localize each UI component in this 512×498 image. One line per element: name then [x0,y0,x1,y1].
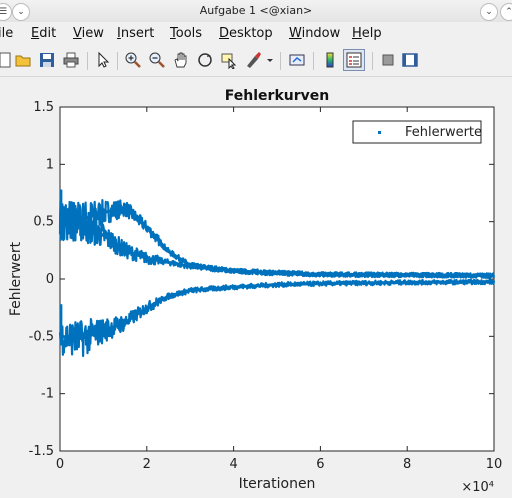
window-titlebar: ☰ ⌄ Aufgabe 1 <@xian> ⌄ ⌃ [0,0,512,23]
show-plot-tools-icon[interactable] [401,51,419,69]
new-figure-icon[interactable] [0,51,14,69]
y-tick-label: 0.5 [33,215,54,230]
menu-icon: ☰ [0,7,8,17]
menu-ile[interactable]: ile [0,26,14,41]
y-tick-label: -1 [41,387,54,402]
menu-desktop[interactable]: Desktop [219,26,273,41]
legend-box[interactable] [352,120,482,144]
toolbar-separator [117,52,118,70]
plot-area[interactable] [59,106,495,452]
legend-icon[interactable] [343,49,365,71]
toolbar-separator [87,52,88,70]
toolbar-separator [313,52,314,70]
x-axis-multiplier: ×10⁴ [461,480,494,495]
window-sticky-button[interactable]: ⌄ [12,3,30,21]
series-trend-lower [59,280,495,341]
x-tick-label: 8 [403,457,411,472]
plot-svg: 0 2 4 6 8 10 1.5 1 0.5 0 -0.5 -1 -1.5 Fehlerkurven Ite… [8,88,503,495]
menu-bar: ile Edit View Insert Tools Desktop Window Help [0,22,512,44]
open-file-icon[interactable] [14,51,32,69]
chart-title: Fehlerkurven [225,88,329,104]
legend-entry: Fehlerwerte [405,125,482,140]
data-cursor-icon[interactable] [220,51,238,69]
y-tick-label: 1 [46,157,54,172]
print-icon[interactable] [62,51,80,69]
toolbar-separator [372,52,373,70]
link-plot-icon[interactable] [288,51,306,69]
chevron-up-icon: ⌃ [505,7,512,17]
edit-plot-arrow-icon[interactable] [94,51,112,69]
x-tick-label: 6 [316,457,324,472]
chevron-down-icon: ⌄ [17,7,25,17]
save-icon[interactable] [38,51,56,69]
x-tick-label: 4 [229,457,237,472]
x-tick-label: 10 [486,457,503,472]
figure-canvas: 0 2 4 6 8 10 1.5 1 0.5 0 -0.5 -1 -1.5 Fehlerkurven Ite… [0,77,512,498]
figure-toolbar [0,46,512,77]
brush-icon[interactable] [244,51,262,69]
data-series-upper-low [58,203,496,279]
y-tick-label: -0.5 [29,329,54,344]
hide-plot-tools-icon[interactable] [379,51,397,69]
menu-tools[interactable]: Tools [170,26,203,41]
chevron-down-icon[interactable] [264,51,276,69]
colorbar-icon[interactable] [321,51,339,69]
menu-insert[interactable]: Insert [117,26,155,41]
pan-hand-icon[interactable] [172,51,190,69]
maximize-button[interactable]: ⌃ [500,3,512,21]
legend-marker [378,131,381,134]
minimize-button[interactable]: ⌄ [480,3,498,21]
x-axis-label: Iterationen [239,476,316,492]
zoom-in-icon[interactable] [124,51,142,69]
x-tick-label: 0 [56,457,64,472]
zoom-out-icon[interactable] [148,51,166,69]
menu-window[interactable]: Window [289,26,341,41]
chevron-down-icon: ⌄ [485,7,493,17]
series-trend-upper-low [59,220,495,278]
y-axis-label: Fehlerwert [8,241,24,316]
toolbar-separator [280,52,281,70]
y-tick-label: 0 [46,272,54,287]
data-series-lower [58,278,496,358]
menu-help[interactable]: Help [352,26,382,41]
y-tick-label: 1.5 [33,100,54,115]
rotate-3d-icon[interactable] [196,51,214,69]
y-tick-label: -1.5 [29,444,54,459]
x-tick-label: 2 [143,457,151,472]
menu-edit[interactable]: Edit [31,26,57,41]
window-title: Aufgabe 1 <@xian> [199,4,313,17]
menu-view[interactable]: View [73,26,104,41]
